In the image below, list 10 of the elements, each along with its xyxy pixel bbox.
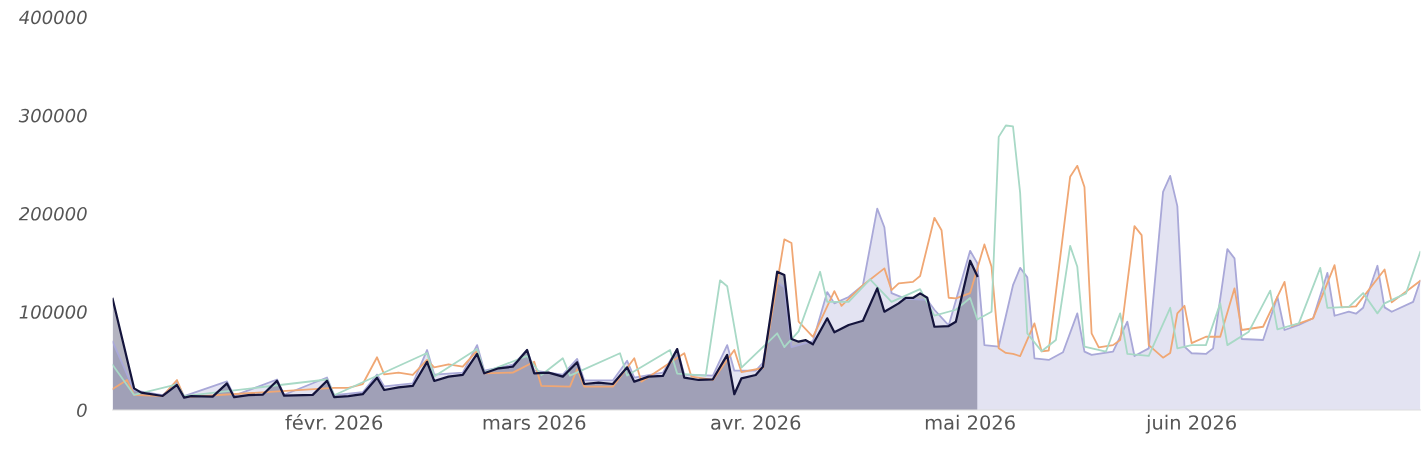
y-tick-label: 100000 xyxy=(19,305,87,319)
x-tick-label: juin 2026 xyxy=(1145,414,1236,434)
y-tick-label: 300000 xyxy=(18,108,87,123)
y-tick-label: 0 xyxy=(77,403,87,418)
x-tick-label: mai 2026 xyxy=(925,414,1015,430)
y-tick-label: 400000 xyxy=(19,10,87,25)
x-tick-label: mars 2026 xyxy=(483,415,586,430)
y-tick-label: 200000 xyxy=(18,206,87,221)
x-tick-label: avr. 2026 xyxy=(711,415,801,430)
x-tick-label: févr. 2026 xyxy=(285,414,383,430)
